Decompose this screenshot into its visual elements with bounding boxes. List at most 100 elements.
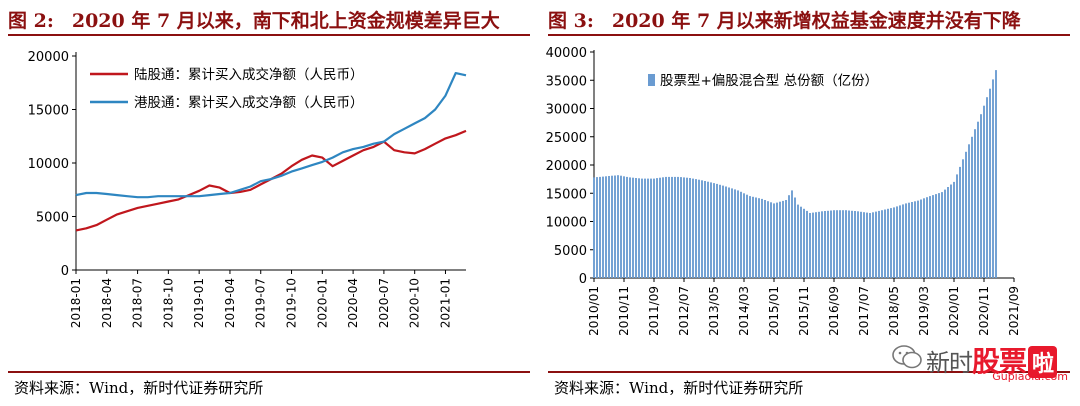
bar	[620, 175, 622, 278]
bar	[836, 210, 838, 278]
bar	[857, 211, 859, 278]
bar	[713, 183, 715, 278]
wechat-icon	[892, 345, 922, 369]
bar	[833, 210, 835, 278]
y-tick-label: 25000	[546, 131, 587, 146]
bar	[923, 198, 925, 278]
bar	[830, 210, 832, 278]
x-tick-label: 2018-04	[100, 278, 114, 328]
x-tick-label: 2020-10	[408, 278, 422, 328]
bar	[971, 136, 973, 279]
bar	[926, 197, 928, 278]
bar	[695, 179, 697, 278]
x-tick-label: 2021-01	[438, 278, 452, 328]
bar	[653, 178, 655, 278]
series-line-1	[75, 129, 467, 232]
bar	[890, 208, 892, 278]
bar	[848, 210, 850, 278]
bar	[656, 178, 658, 278]
bar	[839, 210, 841, 278]
x-tick-label: 2020-01	[315, 278, 329, 328]
x-tick-label: 2019-01	[192, 278, 206, 328]
bar	[944, 189, 946, 278]
bar	[959, 166, 961, 278]
x-tick-label: 2011/09	[647, 286, 661, 336]
left-source-note: 资料来源：Wind，新时代证券研究所	[14, 379, 264, 397]
x-tick-label: 2020/11	[977, 286, 991, 336]
bar	[782, 200, 784, 278]
bar	[800, 206, 802, 278]
bar	[644, 178, 646, 278]
bar	[767, 201, 769, 278]
bar	[932, 195, 934, 278]
bar	[962, 159, 964, 278]
watermark-text-c: 啦	[1028, 346, 1058, 378]
x-tick-label: 2020/01	[947, 286, 961, 336]
line-chart: 0 5000 10000 15000 20000 2018-01 2018-04 2018-0…	[28, 50, 467, 328]
x-tick-label: 2019-04	[223, 278, 237, 328]
bar	[725, 186, 727, 278]
left-chart-title: 图 2: 2020 年 7 月以来，南下和北上资金规模差异巨大	[8, 6, 500, 33]
bar	[791, 190, 793, 278]
bar	[761, 198, 763, 278]
right-source-rule	[548, 371, 1070, 373]
bar	[905, 203, 907, 278]
x-tick-label: 2014/03	[737, 286, 751, 336]
series-line-2	[75, 71, 467, 199]
y-tick-label: 20000	[546, 159, 587, 174]
bar	[872, 212, 874, 278]
bar	[626, 176, 628, 278]
bar	[803, 208, 805, 278]
right-chart-panel: 图 3: 2020 年 7 月以来新增权益基金速度并没有下降 0 5000 10000…	[540, 0, 1080, 406]
bar	[746, 194, 748, 278]
bar	[815, 212, 817, 278]
bar	[818, 211, 820, 278]
bar	[674, 176, 676, 278]
left-chart-panel: 图 2: 2020 年 7 月以来，南下和北上资金规模差异巨大 0 5000 1000…	[8, 6, 530, 397]
bar	[749, 196, 751, 278]
bar	[788, 195, 790, 278]
bar	[797, 204, 799, 278]
bar	[974, 129, 976, 278]
y-tick-label: 40000	[546, 46, 587, 61]
bar	[596, 177, 598, 278]
right-title-text: 2020 年 7 月以来新增权益基金速度并没有下降	[611, 10, 1021, 32]
bar	[965, 151, 967, 278]
x-tick-label: 2016/09	[827, 286, 841, 336]
y-tick-label: 0	[61, 264, 69, 279]
right-figure-number: 图 3:	[548, 10, 594, 32]
bar	[650, 178, 652, 278]
bar	[968, 144, 970, 278]
x-tick-label: 2019-07	[254, 278, 268, 328]
bar	[950, 184, 952, 278]
bar	[827, 210, 829, 278]
bar	[593, 177, 595, 278]
bar	[662, 177, 664, 278]
bar	[671, 176, 673, 278]
bar	[704, 181, 706, 278]
bar	[752, 196, 754, 278]
bar	[821, 211, 823, 278]
bar	[860, 211, 862, 278]
bar	[734, 189, 736, 278]
bar	[851, 210, 853, 278]
bar	[875, 211, 877, 278]
bar	[776, 202, 778, 278]
bar	[806, 210, 808, 278]
bar	[995, 70, 997, 278]
bar	[740, 191, 742, 278]
bar	[641, 178, 643, 278]
left-figure-number: 图 2:	[8, 10, 54, 32]
bar	[914, 201, 916, 278]
y-tick-label: 5000	[36, 211, 69, 226]
right-chart-title: 图 3: 2020 年 7 月以来新增权益基金速度并没有下降	[548, 6, 1021, 33]
bar	[722, 185, 724, 278]
left-title-text: 2020 年 7 月以来，南下和北上资金规模差异巨大	[71, 10, 500, 32]
bar	[635, 178, 637, 278]
watermark-text-a: 新时	[926, 349, 973, 377]
left-title-rule	[8, 34, 530, 36]
bar	[842, 210, 844, 278]
x-tick-label: 2020-07	[377, 278, 391, 328]
bar	[680, 177, 682, 278]
bar	[617, 175, 619, 278]
